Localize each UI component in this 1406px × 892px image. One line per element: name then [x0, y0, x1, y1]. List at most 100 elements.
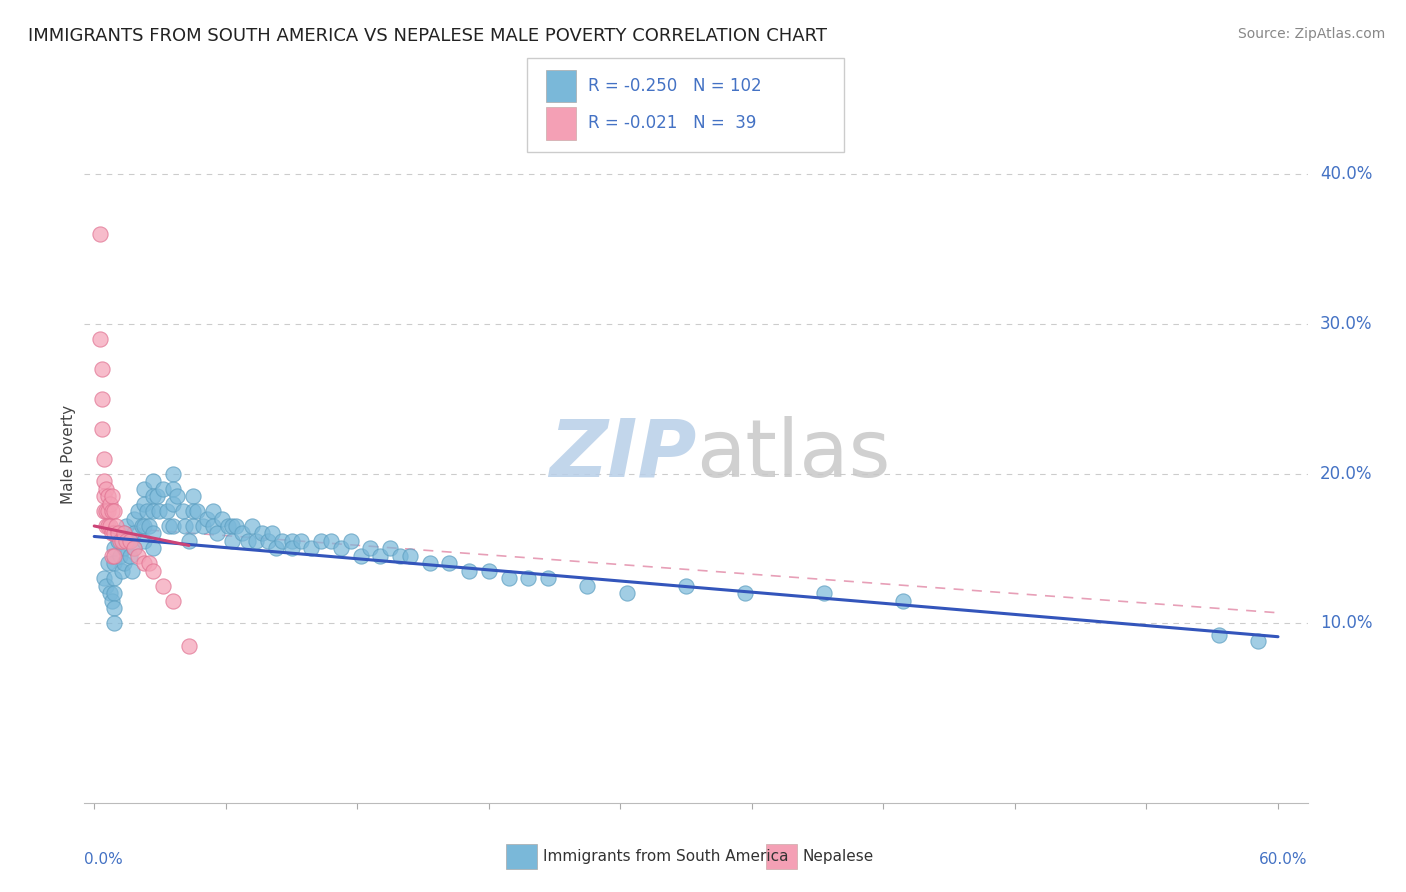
Point [191, 519, 214, 533]
Point [734, 586, 756, 600]
Point [93, 489, 115, 503]
Point [380, 541, 402, 556]
Point [162, 519, 184, 533]
Point [93, 451, 115, 466]
Point [132, 497, 155, 511]
Point [103, 549, 125, 563]
Point [142, 474, 165, 488]
Text: 10.0%: 10.0% [1320, 615, 1372, 632]
Point [97, 519, 120, 533]
Point [221, 519, 243, 533]
Point [162, 497, 184, 511]
Point [122, 511, 145, 525]
Point [162, 467, 184, 481]
Point [162, 482, 184, 496]
Point [319, 533, 342, 548]
Text: 40.0%: 40.0% [1320, 165, 1372, 184]
Point [122, 526, 145, 541]
Text: 30.0%: 30.0% [1320, 315, 1372, 333]
Point [211, 511, 233, 525]
Text: R = -0.021   N =  39: R = -0.021 N = 39 [588, 114, 756, 132]
Point [260, 526, 283, 541]
Point [111, 564, 134, 578]
Point [142, 564, 165, 578]
Text: Source: ZipAtlas.com: Source: ZipAtlas.com [1237, 27, 1385, 41]
Point [114, 519, 136, 533]
Point [142, 541, 165, 556]
Point [127, 504, 149, 518]
Point [91, 422, 114, 436]
Point [399, 549, 422, 563]
Point [616, 586, 638, 600]
Point [132, 533, 155, 548]
Point [97, 504, 120, 518]
Text: Immigrants from South America: Immigrants from South America [543, 849, 789, 863]
Point [93, 504, 115, 518]
Point [240, 519, 263, 533]
Point [112, 541, 135, 556]
Point [217, 519, 239, 533]
Point [103, 616, 125, 631]
Point [439, 557, 461, 571]
Point [339, 533, 361, 548]
Point [104, 519, 127, 533]
Point [108, 549, 131, 563]
Point [97, 557, 120, 571]
Point [142, 489, 165, 503]
Text: Nepalese: Nepalese [803, 849, 875, 863]
Point [245, 533, 267, 548]
Point [174, 519, 197, 533]
Point [101, 489, 124, 503]
Point [181, 504, 204, 518]
Point [118, 549, 141, 563]
Point [257, 533, 280, 548]
Point [181, 519, 204, 533]
Point [290, 533, 312, 548]
Point [127, 549, 149, 563]
Point [98, 497, 121, 511]
Point [89, 332, 111, 346]
Point [201, 519, 224, 533]
Point [250, 526, 273, 541]
Point [236, 533, 259, 548]
Point [368, 549, 391, 563]
Point [389, 549, 412, 563]
Point [97, 489, 120, 503]
Point [136, 504, 159, 518]
Text: 20.0%: 20.0% [1320, 465, 1372, 483]
Point [517, 571, 540, 585]
Point [152, 579, 174, 593]
Text: 0.0%: 0.0% [84, 852, 124, 866]
Point [162, 594, 184, 608]
Point [498, 571, 520, 585]
Point [186, 504, 208, 518]
Point [103, 601, 125, 615]
Point [132, 557, 155, 571]
Point [132, 482, 155, 496]
Point [101, 504, 124, 518]
Point [131, 519, 153, 533]
Point [148, 504, 170, 518]
Point [166, 489, 188, 503]
Point [280, 541, 302, 556]
Point [94, 482, 117, 496]
Point [280, 533, 302, 548]
Point [121, 564, 143, 578]
Point [1208, 628, 1230, 642]
Point [675, 579, 697, 593]
Point [537, 571, 560, 585]
Point [94, 579, 117, 593]
Point [103, 586, 125, 600]
Point [103, 504, 125, 518]
Point [138, 557, 160, 571]
Point [264, 541, 287, 556]
Point [329, 541, 352, 556]
Point [98, 519, 121, 533]
Point [152, 482, 174, 496]
Point [112, 557, 135, 571]
Text: R = -0.250   N = 102: R = -0.250 N = 102 [588, 78, 761, 95]
Point [142, 526, 165, 541]
Point [181, 489, 204, 503]
Point [118, 533, 141, 548]
Point [138, 519, 160, 533]
